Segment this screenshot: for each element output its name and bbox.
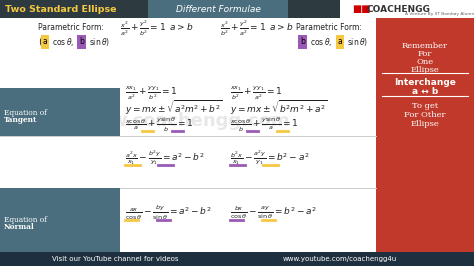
Text: $\sin\theta$): $\sin\theta$) [347, 36, 368, 48]
FancyBboxPatch shape [0, 188, 120, 252]
FancyBboxPatch shape [376, 18, 474, 252]
Text: Two Standard Ellipse: Two Standard Ellipse [5, 5, 117, 14]
Text: $y=mx\pm\sqrt{b^2m^2+a^2}$: $y=mx\pm\sqrt{b^2m^2+a^2}$ [230, 99, 328, 117]
Text: $\frac{a^2x}{x_1}-\frac{b^2y}{y_1}=a^2-b^2$: $\frac{a^2x}{x_1}-\frac{b^2y}{y_1}=a^2-b… [125, 149, 204, 167]
Text: $\frac{x\cos\theta}{b}+\frac{y\sin\theta}{a}=1$: $\frac{x\cos\theta}{b}+\frac{y\sin\theta… [230, 116, 298, 134]
Text: ■■: ■■ [352, 4, 371, 14]
Text: $\cos\theta$,: $\cos\theta$, [310, 36, 332, 48]
Text: $\frac{x^2}{a^2}+\frac{y^2}{b^2}=1\;\;a>b$: $\frac{x^2}{a^2}+\frac{y^2}{b^2}=1\;\;a>… [120, 18, 193, 38]
Text: $\frac{x\cos\theta}{a}+\frac{y\sin\theta}{b}=1$: $\frac{x\cos\theta}{a}+\frac{y\sin\theta… [125, 116, 193, 134]
Text: Normal: Normal [4, 223, 35, 231]
Text: a ↔ b: a ↔ b [412, 87, 438, 96]
Text: Interchange: Interchange [394, 78, 456, 87]
Text: $y=mx\pm\sqrt{a^2m^2+b^2}$: $y=mx\pm\sqrt{a^2m^2+b^2}$ [125, 99, 223, 117]
Text: $\frac{b^2x}{x_1}-\frac{a^2y}{y_1}=b^2-a^2$: $\frac{b^2x}{x_1}-\frac{a^2y}{y_1}=b^2-a… [230, 149, 310, 167]
Text: $\frac{ax}{\cos\theta}-\frac{by}{\sin\theta}=a^2-b^2$: $\frac{ax}{\cos\theta}-\frac{by}{\sin\th… [125, 204, 212, 222]
Text: $\frac{x^2}{b^2}+\frac{y^2}{a^2}=1\;\;a>b$: $\frac{x^2}{b^2}+\frac{y^2}{a^2}=1\;\;a>… [220, 18, 293, 38]
Text: Visit our YouTube channel for videos: Visit our YouTube channel for videos [52, 256, 178, 262]
Text: Different Formulae: Different Formulae [175, 5, 260, 14]
Text: For: For [418, 50, 432, 58]
Text: www.youtube.com/coachengg4u: www.youtube.com/coachengg4u [283, 256, 397, 262]
Text: Remember: Remember [402, 42, 448, 50]
Text: Equation of: Equation of [4, 216, 47, 224]
Text: $\cos\theta$,: $\cos\theta$, [52, 36, 74, 48]
Text: b: b [80, 38, 84, 47]
Text: For Other: For Other [404, 111, 446, 119]
Text: COACHENGG: COACHENGG [367, 5, 431, 14]
Text: a: a [337, 38, 342, 47]
Text: Ellipse: Ellipse [410, 120, 439, 128]
FancyBboxPatch shape [340, 0, 474, 18]
Text: $\frac{xx_1}{b^2}+\frac{yy_1}{a^2}=1$: $\frac{xx_1}{b^2}+\frac{yy_1}{a^2}=1$ [230, 84, 283, 102]
Text: b: b [301, 38, 305, 47]
Text: Tangent: Tangent [4, 116, 37, 124]
Text: (: ( [38, 37, 42, 47]
Text: $\sin\theta$): $\sin\theta$) [89, 36, 110, 48]
FancyBboxPatch shape [0, 88, 120, 136]
FancyBboxPatch shape [0, 0, 474, 18]
FancyBboxPatch shape [0, 252, 474, 266]
Text: One: One [417, 58, 434, 66]
Text: Parametric Form:: Parametric Form: [38, 23, 104, 32]
FancyBboxPatch shape [148, 0, 288, 18]
Text: $\frac{xx_1}{a^2}+\frac{yy_1}{b^2}=1$: $\frac{xx_1}{a^2}+\frac{yy_1}{b^2}=1$ [125, 84, 177, 102]
Text: A Venture By IIT Bombay Alumni: A Venture By IIT Bombay Alumni [405, 11, 474, 15]
Text: Parametric Form:: Parametric Form: [296, 23, 362, 32]
Text: Ellipse: Ellipse [410, 66, 439, 74]
Text: w.coachengg.com: w.coachengg.com [110, 112, 290, 130]
Text: (: ( [296, 37, 300, 47]
Text: To get: To get [412, 102, 438, 110]
Text: $\frac{bx}{\cos\theta}-\frac{ay}{\sin\theta}=b^2-a^2$: $\frac{bx}{\cos\theta}-\frac{ay}{\sin\th… [230, 205, 317, 221]
Text: a: a [43, 38, 47, 47]
Text: Equation of: Equation of [4, 109, 47, 117]
